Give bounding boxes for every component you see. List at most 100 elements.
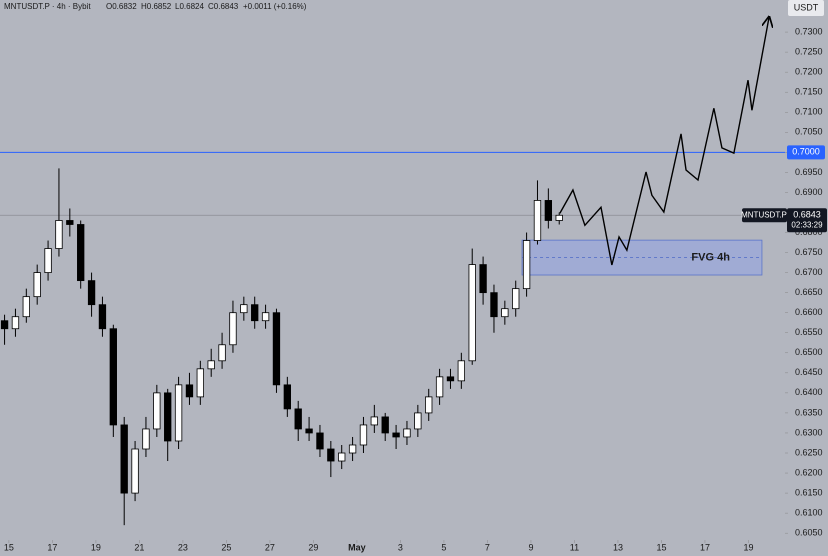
candle-body — [370, 416, 379, 426]
candle-body — [261, 312, 270, 322]
candle-body — [338, 452, 346, 462]
y-tick-label: 0.6650 — [795, 287, 823, 297]
symbol-box — [742, 208, 787, 223]
header-low: L0.6824 — [175, 2, 204, 11]
y-tick-label: 0.6400 — [795, 387, 823, 397]
y-tick-label: 0.6900 — [795, 187, 823, 197]
candle-body — [555, 214, 563, 221]
y-tick-label: 0.6750 — [795, 247, 823, 257]
y-tick-label: 0.7300 — [795, 26, 823, 36]
y-tick-label: 0.7200 — [795, 67, 823, 77]
candle-body — [359, 424, 368, 446]
candle-body — [240, 304, 248, 314]
candle-body — [55, 220, 63, 249]
y-tick-label: 0.6950 — [795, 167, 823, 177]
y-tick-label: 0.7100 — [795, 107, 823, 117]
candle-body — [425, 396, 433, 414]
fvg-label: FVG 4h — [691, 251, 730, 263]
y-tick-label: 0.6250 — [795, 447, 823, 457]
y-tick-label: 0.6500 — [795, 347, 823, 357]
candle-body — [109, 328, 117, 426]
candle-body — [77, 224, 85, 282]
candle-body — [131, 448, 139, 494]
candle-body — [512, 288, 520, 310]
last-price-box — [787, 208, 827, 233]
level-price-box — [787, 145, 825, 160]
candle-body — [348, 444, 357, 454]
candle-body — [381, 416, 389, 434]
countdown-label: 02:33:29 — [791, 220, 823, 229]
candle-body — [11, 316, 20, 330]
candle-body — [305, 428, 313, 434]
candle-body — [98, 304, 107, 330]
x-tick-label: 21 — [134, 542, 144, 552]
x-tick-label: 25 — [221, 542, 231, 552]
candle-body — [283, 384, 291, 410]
candle-body — [327, 448, 335, 462]
candle-body — [22, 296, 30, 318]
projection-path — [559, 18, 769, 266]
candle-body — [185, 384, 194, 398]
y-tick-label: 0.6150 — [795, 487, 823, 497]
x-tick-label: 17 — [47, 542, 57, 552]
candle-body — [87, 280, 96, 306]
candle-body — [66, 220, 74, 225]
candle-body — [392, 432, 400, 438]
y-tick-label: 0.6350 — [795, 407, 823, 417]
y-tick-label: 0.6550 — [795, 327, 823, 337]
y-tick-label: 0.6600 — [795, 307, 823, 317]
candle-body — [44, 248, 52, 274]
candle-body — [142, 428, 150, 450]
candle-body — [468, 264, 476, 362]
x-tick-label: 19 — [91, 542, 101, 552]
x-tick-label: 7 — [485, 542, 490, 552]
x-tick-label: 15 — [656, 542, 666, 552]
candle-body — [251, 304, 259, 322]
candle-body — [457, 360, 466, 382]
symbol-label: MNTUSDT.P — [741, 210, 787, 219]
candle-body — [544, 200, 553, 221]
y-tick-label: 0.6050 — [795, 528, 823, 538]
candle-body — [522, 240, 531, 290]
candle-body — [316, 432, 324, 450]
candle-body — [153, 392, 161, 430]
candle-body — [490, 292, 498, 318]
y-tick-label: 0.6100 — [795, 508, 823, 518]
candle-body — [207, 360, 215, 370]
y-tick-label: 0.7250 — [795, 46, 823, 56]
y-tick-label: 0.6300 — [795, 427, 823, 437]
candle-body — [120, 424, 128, 494]
candle-body — [403, 428, 411, 438]
candle-body — [501, 308, 509, 318]
y-tick-label: 0.7150 — [795, 87, 823, 97]
x-tick-label: 15 — [4, 542, 14, 552]
header-change: +0.0011 (+0.16%) — [243, 2, 307, 11]
candle-body — [229, 312, 237, 346]
candle-body — [435, 376, 444, 398]
header-close: C0.6843 — [208, 2, 239, 11]
candle-body — [196, 368, 204, 398]
x-tick-label: 11 — [570, 542, 579, 552]
x-tick-label: 13 — [613, 542, 623, 552]
candle-body — [174, 384, 183, 442]
currency-box — [788, 0, 824, 16]
currency-label: USDT — [794, 2, 819, 12]
y-tick-label: 0.6200 — [795, 467, 823, 477]
candle-body — [414, 412, 422, 430]
header-symbol: MNTUSDT.P · 4h · Bybit — [4, 2, 91, 11]
x-tick-label: 23 — [178, 542, 188, 552]
level-price-label: 0.7000 — [792, 147, 820, 157]
x-tick-label: 27 — [265, 542, 275, 552]
y-tick-label: 0.7050 — [795, 127, 823, 137]
candle-body — [33, 272, 41, 298]
header-high: H0.6852 — [141, 2, 172, 11]
candle-body — [446, 376, 455, 382]
x-tick-label: 5 — [441, 542, 446, 552]
candle-body — [294, 408, 302, 430]
x-tick-label: 9 — [528, 542, 533, 552]
candle-body — [272, 312, 281, 386]
x-tick-label: 19 — [743, 542, 753, 552]
candle-body — [164, 392, 172, 442]
candle-body — [218, 344, 226, 362]
